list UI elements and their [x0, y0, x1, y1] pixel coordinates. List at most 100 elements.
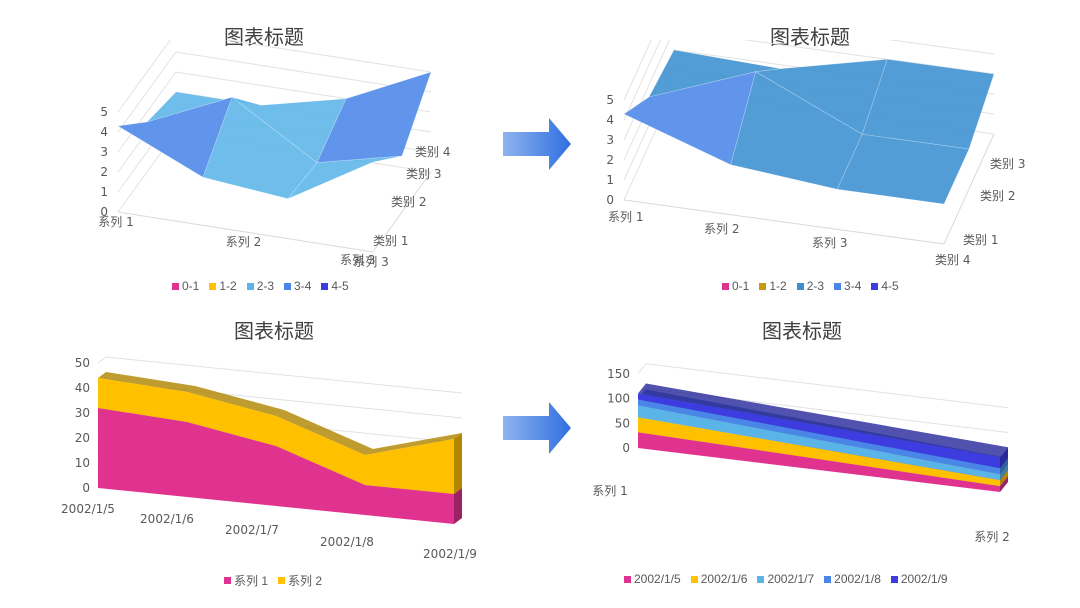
depth-tick-label: 类别 1: [963, 233, 998, 247]
legend-label: 2002/1/6: [700, 572, 748, 586]
depth-tick-label: 类别 4: [415, 145, 450, 159]
legend-swatch: [224, 577, 231, 584]
surface-patch: [836, 133, 970, 205]
x-tick-label: 系列 3: [353, 255, 388, 269]
x-tick-label: 系列 1: [608, 210, 643, 224]
legend-label: 系列 1: [234, 574, 269, 588]
legend-label: 2002/1/7: [767, 572, 815, 586]
legend-swatch: [624, 575, 631, 583]
legend-entry: 3-4: [284, 279, 311, 293]
area-side-shade: [1000, 458, 1008, 475]
chart1-plot: 0 1 2 3 4 5 系列 1 系列 2 系列 3 类别 1 类别 2 类别 3 类别 4 系列 3: [98, 40, 450, 269]
legend-entry: 4-5: [871, 279, 899, 293]
depth-tick-label: 类别 4: [935, 253, 970, 267]
legend-label: 3-4: [844, 279, 862, 293]
surface-patch: [287, 155, 403, 199]
legend-swatch: [278, 577, 286, 584]
x-tick-label: 系列 3: [340, 253, 375, 267]
area-top-face: [365, 433, 462, 455]
floor-edge: [623, 133, 995, 245]
chart2-plot: 0 1 2 3 4 5 类别 4 类别 1 类别 2 类别 3 系列 1 系列 2 系列 3: [606, 40, 1025, 267]
z-tick-label: 0: [100, 205, 108, 219]
depth-tick-label: 类别 3: [990, 157, 1025, 171]
legend-swatch: [722, 282, 729, 290]
legend-label: 3-4: [294, 279, 312, 293]
legend-entry: 0-1: [722, 279, 749, 293]
z-tick-label: 5: [606, 93, 614, 107]
area-series-2: [98, 378, 454, 494]
area-series-5: [638, 393, 1000, 469]
legend-label: 系列 2: [288, 574, 323, 588]
legend-entry: 4-5: [321, 279, 349, 293]
legend-entry: 2-3: [246, 279, 275, 293]
gridline: [637, 363, 647, 375]
y-tick-label: 20: [75, 431, 90, 445]
legend-swatch: [246, 282, 254, 290]
chart4-plot: 0 50 100 150 系列 1 系列 2: [592, 363, 1010, 544]
y-tick-label: 30: [75, 406, 90, 420]
right-arrow-icon: [503, 118, 571, 170]
y-tick-label: 10: [75, 456, 90, 470]
depth-tick-label: 类别 2: [980, 189, 1015, 203]
legend-entry: 0-1: [172, 279, 199, 293]
legend-swatch: [890, 575, 898, 583]
area-top-shade: [187, 386, 284, 416]
legend-swatch: [759, 282, 767, 290]
area-series-3: [638, 405, 1000, 481]
legend-label: 4-5: [331, 279, 349, 293]
z-tick-label: 0: [606, 193, 614, 207]
gridline: [97, 356, 107, 364]
area-side-face: [454, 488, 462, 524]
y-tick-label: 50: [75, 356, 90, 370]
x-tick-label: 系列 1: [98, 215, 133, 229]
z-tick-label: 1: [100, 185, 108, 199]
depth-tick-label: 类别 2: [391, 195, 426, 209]
legend-entry: 2-3: [796, 279, 825, 293]
area-side-shade: [1000, 447, 1008, 469]
chart2-legend: 0-1 1-2 2-3 3-4 4-5: [722, 279, 899, 293]
y-tick-label: 150: [607, 367, 630, 381]
legend-entry: 系列 1: [224, 572, 268, 589]
x-tick-label: 系列 1: [592, 484, 627, 498]
gridline: [105, 356, 463, 394]
legend-label: 2-3: [256, 279, 275, 293]
gridline: [623, 40, 652, 101]
legend-swatch: [321, 282, 329, 290]
area-side-face: [454, 433, 462, 494]
legend-label: 4-5: [881, 279, 899, 293]
gridline: [623, 40, 995, 121]
x-tick-label: 2002/1/5: [61, 502, 115, 516]
legend-label: 0-1: [732, 279, 750, 293]
z-tick-label: 3: [606, 133, 614, 147]
legend-entry: 2002/1/7: [757, 572, 814, 586]
y-tick-label: 0: [82, 481, 90, 495]
right-arrow-icon: [503, 402, 571, 454]
z-tick-label: 5: [100, 105, 108, 119]
legend-swatch: [757, 575, 765, 583]
chart4-legend: 2002/1/5 2002/1/6 2002/1/7 2002/1/8 2002/1/9: [624, 572, 948, 586]
area-side-shade: [1000, 464, 1008, 481]
gridline: [117, 40, 432, 113]
x-tick-label: 2002/1/9: [423, 547, 477, 561]
surface-patch: [861, 58, 995, 150]
chart4-title: 图表标题: [762, 319, 842, 343]
chart1-legend: 0-1 1-2 2-3 3-4 4-5: [172, 279, 349, 293]
area-side-shade: [1000, 476, 1008, 492]
legend-label: 2-3: [806, 279, 825, 293]
area-series-2: [638, 417, 1000, 487]
floor-edge: [117, 171, 432, 253]
legend-swatch: [172, 282, 179, 290]
z-tick-label: 4: [606, 113, 614, 127]
legend-entry: 1-2: [209, 279, 237, 293]
gridline: [645, 363, 1009, 409]
area-top-shade: [276, 410, 373, 455]
x-tick-label: 系列 2: [974, 530, 1009, 544]
legend-label: 0-1: [182, 279, 200, 293]
legend-label: 2002/1/5: [634, 572, 681, 586]
z-tick-label: 1: [606, 173, 614, 187]
area-top-face: [638, 383, 1008, 458]
legend-label: 2002/1/8: [834, 572, 881, 586]
legend-entry: 2002/1/9: [890, 572, 948, 586]
area-side-face: [1000, 464, 1008, 481]
area-top-shade: [365, 433, 462, 455]
